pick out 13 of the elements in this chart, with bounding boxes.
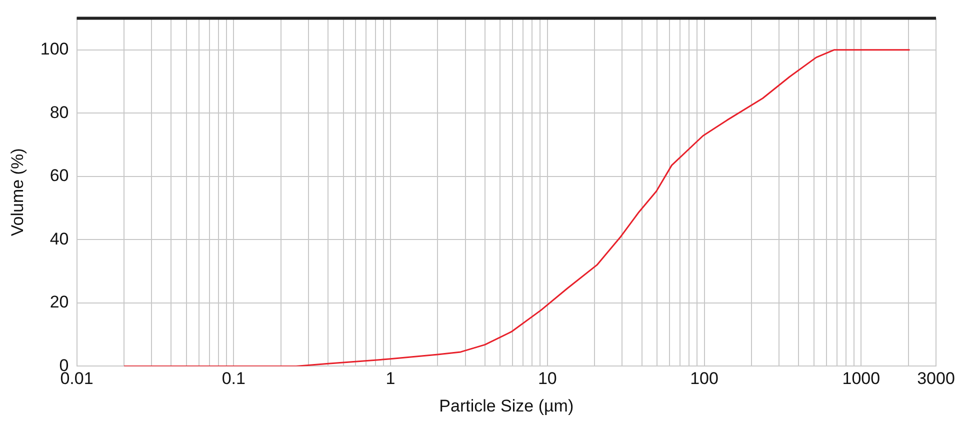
x-tick-label: 10 xyxy=(538,369,557,388)
y-axis-title: Volume (%) xyxy=(8,148,27,236)
x-axis-title: Particle Size (µm) xyxy=(439,396,574,416)
x-tick-label: 1000 xyxy=(842,369,880,388)
x-tick-label: 100 xyxy=(690,369,718,388)
x-tick-label: 3000 xyxy=(917,369,955,388)
x-tick-label: 1 xyxy=(386,369,396,388)
y-tick-label: 20 xyxy=(50,292,69,312)
y-tick-label: 100 xyxy=(40,40,69,59)
y-tick-label: 40 xyxy=(50,229,69,248)
x-tick-label: 0.1 xyxy=(222,369,246,388)
y-tick-label: 80 xyxy=(50,102,69,122)
y-tick-label: 60 xyxy=(50,166,69,186)
